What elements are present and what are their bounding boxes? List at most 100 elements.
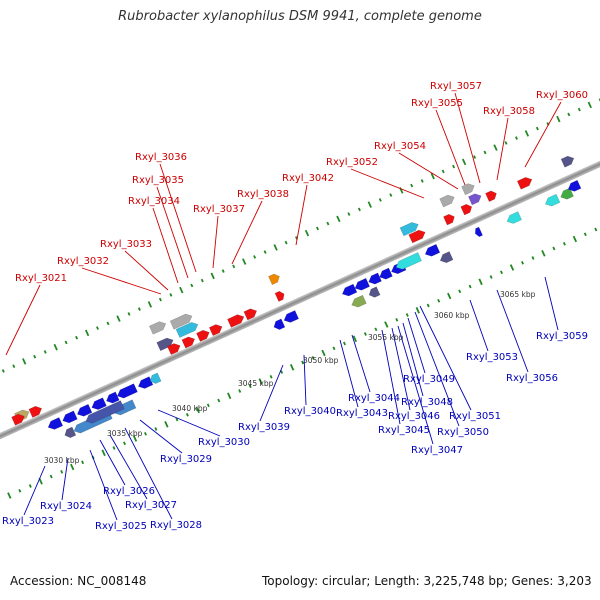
tick-mark: [179, 286, 184, 294]
tick-mark: [430, 172, 435, 180]
tick-mark: [75, 335, 79, 340]
tick-mark: [195, 406, 200, 414]
reverse-gene-label: Rxyl_3040: [284, 406, 336, 417]
tick-mark: [301, 360, 305, 365]
tick-mark: [343, 341, 346, 346]
kbp-label: 3055 kbp: [368, 333, 404, 342]
forward-leader-line: [435, 109, 466, 186]
forward-leader-line: [156, 186, 189, 279]
forward-gene-label: Rxyl_3021: [15, 273, 67, 284]
tick-mark: [200, 278, 204, 283]
gene-arrow: [137, 376, 154, 389]
tick-mark: [367, 201, 372, 208]
tick-mark: [258, 378, 263, 385]
tick-mark: [556, 115, 561, 123]
tick-mark: [185, 412, 189, 417]
gene-arrow: [439, 251, 454, 263]
reverse-leader-line: [157, 409, 221, 437]
tick-mark: [437, 298, 441, 303]
tick-mark: [489, 275, 493, 279]
tick-mark: [248, 384, 252, 389]
tick-mark: [493, 144, 498, 151]
reverse-gene-label: Rxyl_3023: [2, 516, 54, 527]
gene-arrow: [368, 286, 381, 298]
tick-mark: [64, 340, 68, 345]
tick-mark: [81, 460, 85, 465]
forward-gene-label: Rxyl_3036: [135, 152, 187, 163]
reverse-gene-label: Rxyl_3050: [437, 427, 489, 438]
tick-mark: [504, 141, 508, 145]
gene-arrow: [208, 324, 223, 337]
tick-mark: [175, 417, 179, 422]
reverse-gene-label: Rxyl_3046: [388, 411, 440, 422]
gene-arrow: [424, 243, 441, 257]
forward-leader-line: [524, 101, 562, 168]
gene-arrow: [64, 426, 77, 438]
tick-mark: [164, 421, 169, 428]
tick-mark: [304, 229, 310, 237]
tick-mark: [363, 332, 367, 336]
gene-arrow: [181, 336, 195, 349]
tick-mark: [447, 292, 452, 300]
gene-arrow: [439, 194, 455, 208]
reverse-leader-line: [109, 434, 148, 500]
tick-mark: [395, 317, 399, 322]
tick-mark: [357, 207, 361, 212]
reverse-gene-label: Rxyl_3039: [238, 422, 290, 433]
reverse-gene-label: Rxyl_3030: [198, 437, 250, 448]
tick-mark: [415, 307, 420, 314]
tick-mark: [60, 469, 64, 474]
tick-mark: [567, 112, 571, 117]
gene-arrow: [283, 310, 299, 323]
tick-mark: [332, 346, 336, 351]
reverse-leader-line: [99, 439, 126, 486]
tick-mark: [289, 364, 295, 371]
tick-mark: [531, 256, 535, 260]
tick-mark: [123, 441, 126, 446]
tick-mark: [137, 307, 141, 311]
forward-leader-line: [295, 184, 308, 246]
gene-arrow: [399, 222, 419, 237]
label-leader-lines: [5, 92, 562, 521]
backbone: [0, 132, 600, 468]
tick-mark: [509, 264, 515, 271]
reverse-leader-line: [381, 329, 401, 425]
forward-leader-line: [152, 207, 179, 284]
gene-arrow: [196, 330, 210, 342]
gene-arrow: [443, 214, 455, 226]
reverse-gene-label: Rxyl_3059: [536, 331, 588, 342]
tick-mark: [405, 313, 409, 317]
reverse-gene-label: Rxyl_3029: [160, 454, 212, 465]
kbp-label: 3035 kbp: [107, 429, 143, 438]
gene-arrow: [268, 273, 280, 285]
forward-leader-line: [398, 152, 459, 190]
tick-mark: [112, 446, 116, 450]
reverse-leader-line: [89, 449, 118, 521]
tick-mark: [43, 350, 47, 354]
tick-mark: [587, 101, 592, 109]
gene-arrow: [117, 383, 138, 399]
forward-leader-line: [124, 250, 169, 291]
gene-arrow: [354, 277, 370, 291]
tick-mark: [311, 355, 315, 360]
tick-mark: [316, 226, 319, 231]
tick-mark: [577, 107, 581, 112]
reverse-leader-line: [259, 364, 284, 422]
forward-gene-label: Rxyl_3060: [536, 90, 588, 101]
forward-leader-line: [81, 267, 162, 295]
gene-arrow: [506, 211, 522, 224]
gene-arrow: [47, 417, 64, 430]
tick-mark: [242, 258, 247, 265]
tick-mark: [169, 293, 173, 297]
tick-mark: [84, 329, 90, 337]
tick-mark: [326, 221, 330, 226]
gene-arrow: [274, 290, 285, 302]
reverse-leader-line: [407, 317, 426, 374]
reverse-leader-line: [544, 276, 559, 331]
reverse-leader-line: [351, 334, 371, 393]
forward-leader-line: [496, 117, 509, 181]
forward-leader-line: [212, 215, 219, 269]
tick-mark: [598, 98, 600, 102]
reverse-leader-line: [124, 427, 173, 520]
tick-mark: [12, 364, 16, 369]
